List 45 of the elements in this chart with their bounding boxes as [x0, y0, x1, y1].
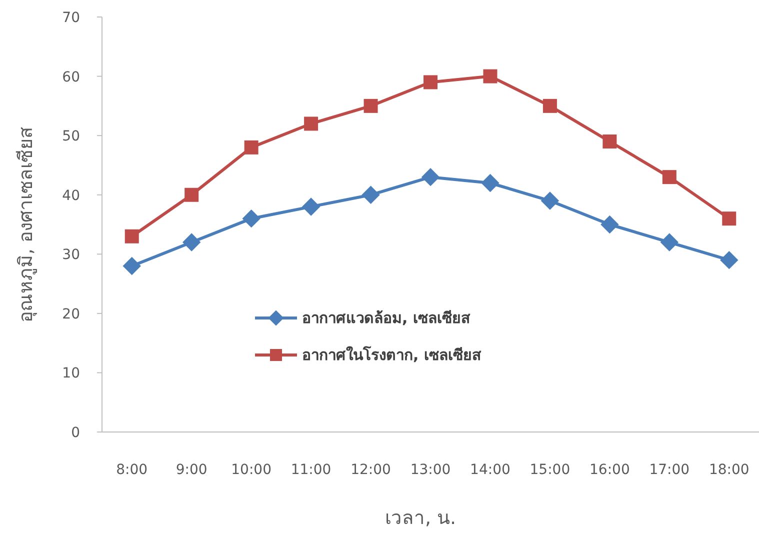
y-tick-label: 50 — [62, 128, 80, 145]
x-tick-label: 12:00 — [350, 462, 391, 478]
point — [660, 233, 679, 252]
x-axis-title: เวลา, น. — [384, 507, 456, 529]
point — [362, 186, 380, 204]
x-tick-label: 15:00 — [530, 462, 570, 478]
point — [424, 75, 438, 90]
x-tick-label: 14:00 — [470, 462, 510, 478]
x-tick-label: 11:00 — [290, 462, 332, 478]
point — [483, 69, 498, 84]
point — [242, 209, 260, 228]
point — [542, 98, 557, 113]
point — [540, 192, 560, 210]
point — [662, 170, 676, 184]
x-tick-label: 10:00 — [231, 462, 272, 478]
y-tick-label: 60 — [62, 69, 80, 86]
point — [722, 212, 736, 226]
point — [421, 168, 440, 186]
y-tick-label: 20 — [62, 306, 80, 322]
x-tick-label: 18:00 — [708, 462, 750, 478]
point — [481, 174, 500, 192]
y-tick-label: 10 — [62, 366, 80, 382]
point — [124, 229, 139, 244]
y-tick-label: 40 — [62, 188, 80, 204]
legend-label: อากาศแวดล้อม, เซลเซียส — [302, 309, 471, 327]
x-tick-label: 13:00 — [410, 462, 451, 478]
y-tick-label: 70 — [62, 10, 80, 26]
point — [182, 233, 201, 252]
point — [122, 256, 141, 276]
point — [302, 198, 320, 216]
point — [720, 250, 738, 270]
point — [600, 215, 619, 234]
point — [304, 116, 318, 131]
point — [184, 188, 199, 202]
x-tick-label: 9:00 — [176, 462, 208, 478]
x-tick-label: 16:00 — [590, 462, 630, 478]
point — [602, 134, 617, 148]
y-tick-label: 30 — [62, 247, 80, 264]
x-tick-label: 8:00 — [116, 462, 148, 478]
point — [244, 140, 258, 154]
y-axis-title: อุณหภูมิ, องศาเซลเซียส — [15, 126, 38, 323]
x-tick-label: 17:00 — [649, 462, 690, 478]
point — [364, 98, 378, 113]
legend-label: อากาศในโรงตาก, เซลเซียส — [302, 345, 482, 364]
y-tick-label: 0 — [71, 425, 80, 441]
